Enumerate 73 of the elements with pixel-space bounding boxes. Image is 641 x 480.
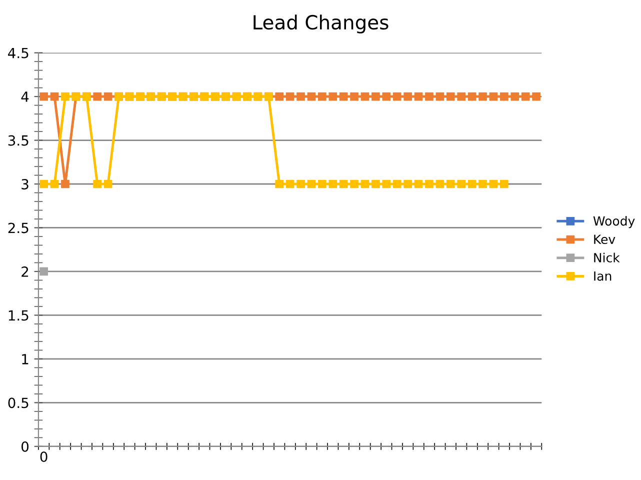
point [457, 180, 466, 188]
point [93, 180, 102, 188]
point [436, 92, 444, 101]
point [414, 92, 423, 101]
legend-label: Ian [594, 271, 612, 281]
point [468, 92, 476, 101]
point [318, 92, 326, 101]
chart-title: Lead Changes [254, 14, 388, 34]
y-tick-label: 2 [22, 266, 28, 277]
point [382, 180, 391, 188]
y-tick-label: 4.5 [8, 48, 28, 58]
point [500, 180, 508, 188]
point [392, 92, 402, 101]
point [339, 180, 348, 188]
point [372, 92, 380, 101]
point [382, 92, 391, 101]
point [286, 180, 294, 188]
point [350, 92, 358, 101]
point [296, 92, 305, 101]
point [328, 180, 338, 188]
y-tick-label: 3.5 [8, 135, 28, 146]
point [307, 180, 316, 188]
point [339, 92, 348, 101]
point [104, 180, 112, 188]
y-tick-label: 0 [22, 441, 29, 452]
point [446, 180, 455, 188]
legend-label: Kev [594, 234, 616, 244]
point [510, 92, 520, 101]
point [532, 92, 540, 101]
point [446, 92, 455, 101]
point [489, 180, 498, 188]
y-tick-label: 4 [21, 92, 29, 102]
point [489, 92, 498, 101]
point [318, 180, 326, 188]
point [392, 180, 402, 188]
point [50, 180, 59, 188]
point [500, 92, 508, 101]
point [61, 180, 70, 188]
y-tick-label: 0.5 [8, 398, 28, 408]
point [350, 180, 358, 188]
point [457, 92, 466, 101]
legend-label: Woody [593, 216, 635, 228]
point [307, 92, 316, 101]
point [360, 180, 370, 188]
point [404, 180, 412, 188]
point [414, 180, 423, 188]
point [275, 92, 284, 101]
point [404, 92, 412, 101]
y-tick-label: 1 [22, 354, 28, 364]
point [425, 180, 434, 188]
point [61, 92, 70, 101]
point [286, 92, 294, 101]
y-tick-label: 3 [22, 178, 28, 190]
point [50, 92, 59, 101]
y-tick-label: 1.5 [8, 310, 28, 321]
point [468, 180, 476, 188]
point [40, 267, 48, 276]
point [521, 92, 530, 101]
point [93, 92, 102, 101]
point [275, 180, 284, 188]
point [40, 180, 48, 188]
point [104, 92, 112, 101]
point [478, 180, 487, 188]
point [360, 92, 370, 101]
point [372, 180, 380, 188]
point [40, 92, 48, 101]
point [296, 180, 305, 188]
point [425, 92, 434, 101]
point [478, 92, 487, 101]
point [328, 92, 338, 101]
y-tick-label: 2.5 [8, 222, 28, 234]
point [436, 180, 444, 188]
legend-label: Nick [594, 252, 620, 262]
